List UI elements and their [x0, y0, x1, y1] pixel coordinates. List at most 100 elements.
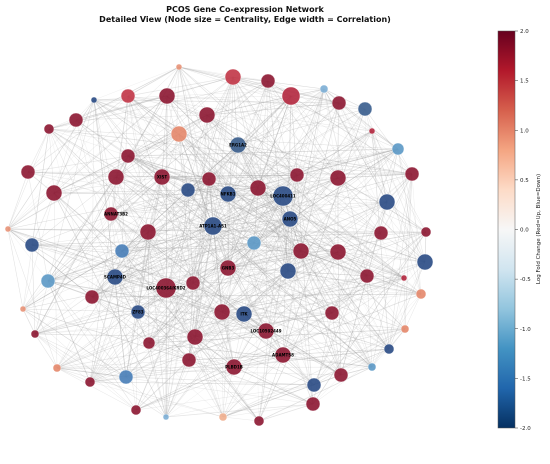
colorbar-tick-label: -2.0 — [520, 426, 531, 432]
network-edge — [178, 66, 340, 104]
network-edge — [148, 282, 194, 344]
node-label: XIST — [157, 175, 167, 180]
network-edge — [89, 270, 289, 383]
network-edge — [22, 225, 214, 310]
network-node — [185, 275, 201, 291]
network-edge — [31, 232, 382, 246]
network-edge — [127, 95, 342, 376]
network-edge — [371, 261, 426, 368]
network-edge — [115, 176, 390, 350]
network-edge — [243, 102, 340, 315]
network-edge — [227, 267, 373, 368]
network-node — [213, 303, 231, 321]
network-edge — [331, 231, 427, 314]
network-node — [198, 106, 216, 124]
network-edge — [34, 66, 180, 335]
network-edge — [227, 267, 422, 295]
network-edge — [178, 133, 196, 338]
network-edge — [137, 130, 373, 313]
network-node — [106, 268, 124, 286]
network-edge — [110, 193, 229, 215]
network-edge — [56, 174, 298, 369]
network-edge — [34, 333, 196, 338]
network-edge — [137, 311, 167, 418]
network-edge — [114, 276, 260, 422]
network-edge — [221, 187, 259, 313]
network-edge — [265, 270, 289, 332]
network-edge — [337, 251, 405, 279]
network-edge — [165, 403, 314, 418]
network-edge — [137, 311, 196, 338]
network-edge — [178, 66, 208, 116]
network-edge — [403, 277, 406, 330]
network-node — [139, 223, 157, 241]
network-edge — [233, 348, 390, 368]
network-edge — [232, 76, 292, 97]
network-edge — [31, 128, 50, 246]
network-edge — [208, 95, 292, 180]
network-edge — [7, 192, 55, 230]
network-edge — [323, 88, 426, 263]
network-edge — [312, 293, 422, 405]
network-node — [68, 112, 84, 128]
network-node — [274, 346, 292, 364]
network-edge — [300, 250, 426, 263]
network-edge — [48, 128, 55, 194]
network-edge — [22, 128, 50, 310]
network-edge — [56, 276, 116, 369]
network-edge — [397, 148, 422, 295]
network-node — [52, 363, 62, 373]
network-node — [120, 148, 136, 164]
network-edge — [53, 95, 168, 194]
network-edge — [282, 250, 302, 356]
network-node — [383, 343, 395, 355]
network-edge — [222, 275, 368, 418]
network-node — [90, 96, 98, 104]
network-edge — [227, 108, 366, 195]
network-edge — [165, 242, 255, 289]
network-edge — [147, 178, 210, 233]
network-edge — [56, 330, 267, 369]
colorbar-tick-label: 1.0 — [520, 128, 529, 134]
network-edge — [110, 133, 180, 215]
network-edge — [48, 128, 399, 150]
network-edge — [148, 225, 214, 344]
network-edge — [287, 270, 422, 295]
network-node — [289, 167, 305, 183]
network-edge — [232, 76, 399, 150]
network-edge — [121, 176, 163, 252]
network-edge — [287, 270, 368, 277]
network-edge — [282, 277, 405, 356]
node-label: LOC400364/KRD2 — [146, 286, 185, 291]
network-edge — [313, 231, 427, 386]
network-node — [107, 168, 125, 186]
network-edge — [221, 195, 284, 313]
network-edge — [227, 187, 259, 269]
network-edge — [56, 366, 373, 369]
network-edge — [258, 195, 284, 422]
network-edge — [192, 282, 245, 315]
network-edge — [380, 231, 427, 234]
network-edge — [165, 76, 234, 418]
network-node — [103, 206, 119, 222]
network-edge — [331, 275, 368, 314]
network-edge — [366, 201, 388, 277]
network-node — [142, 336, 156, 350]
network-edge — [206, 114, 298, 176]
network-edge — [222, 403, 314, 418]
network-edge — [300, 250, 405, 279]
network-node — [249, 179, 267, 197]
network-edge — [300, 201, 388, 252]
network-edge — [187, 144, 239, 191]
network-edge — [257, 95, 292, 189]
network-edge — [282, 108, 366, 356]
network-edge — [161, 176, 235, 368]
network-node — [84, 289, 100, 305]
network-edge — [75, 119, 116, 278]
network-edge — [89, 95, 129, 383]
network-edge — [166, 95, 366, 110]
network-edge — [287, 95, 292, 272]
network-edge — [227, 267, 284, 356]
network-edge — [93, 99, 129, 157]
network-edge — [208, 88, 325, 180]
